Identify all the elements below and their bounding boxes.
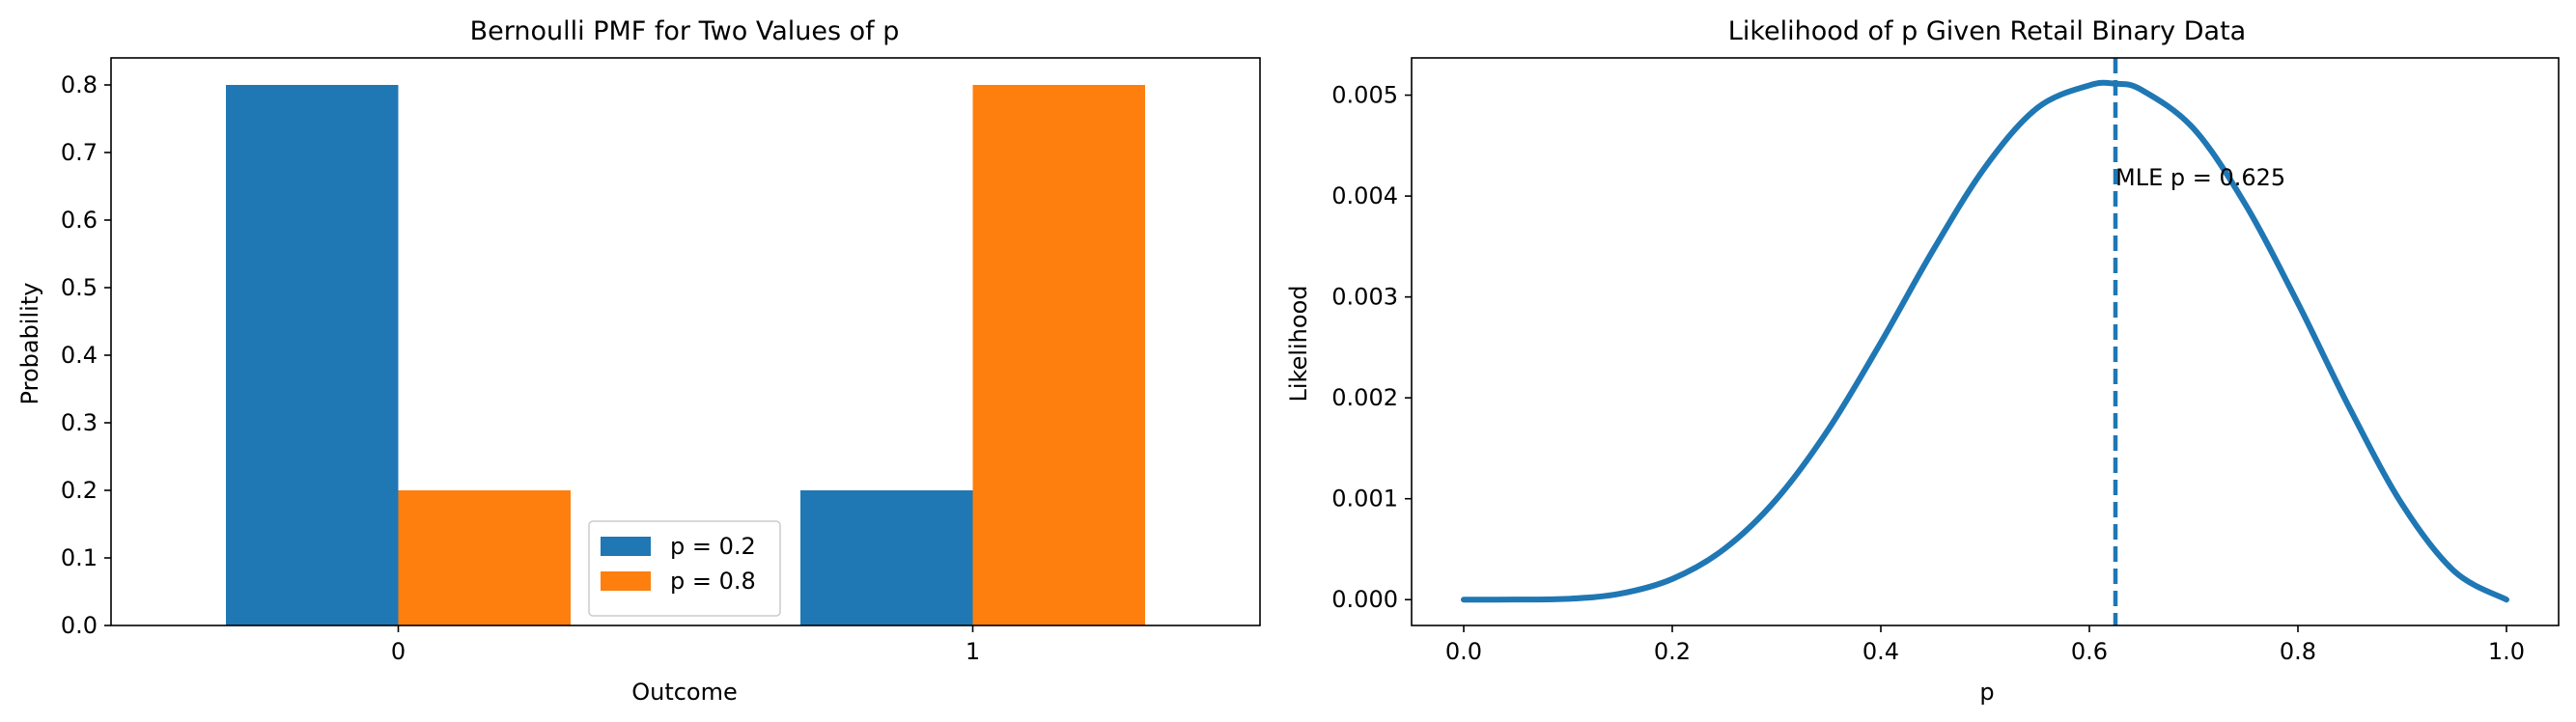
y-tick-label: 0.8 — [61, 71, 98, 98]
axes: 0.000 0.001 0.002 0.003 0.004 0.005 0.0 0.2 0.4 0… — [1331, 57, 2560, 665]
bar — [398, 490, 571, 625]
likelihood-line — [1461, 79, 2509, 603]
y-axis-label: Probability — [16, 283, 43, 405]
x-axis-label: Outcome — [631, 679, 738, 706]
bar — [226, 85, 399, 625]
y-tick-label: 0.6 — [61, 207, 98, 234]
bar — [800, 490, 973, 625]
chart-title: Likelihood of p Given Retail Binary Data — [1728, 16, 2246, 46]
legend-swatch — [601, 537, 651, 556]
x-tick-label: 0.6 — [2071, 638, 2108, 665]
x-tick-label: 1 — [966, 638, 980, 665]
legend: p = 0.2 p = 0.8 — [588, 520, 781, 617]
y-tick-label: 0.3 — [61, 409, 98, 436]
x-tick-label: 0 — [391, 638, 406, 665]
y-tick-label: 0.000 — [1331, 586, 1398, 613]
x-tick-label: 0.0 — [1445, 638, 1482, 665]
x-tick-label: 0.8 — [2280, 638, 2316, 665]
y-tick-label: 0.001 — [1331, 486, 1398, 513]
chart-title: Bernoulli PMF for Two Values of p — [470, 16, 900, 46]
x-axis-label: p — [1979, 679, 1994, 706]
y-tick-label: 0.2 — [61, 477, 98, 504]
y-tick-label: 0.005 — [1331, 82, 1398, 109]
y-tick-label: 0.004 — [1331, 182, 1398, 209]
y-axis-label: Likelihood — [1285, 286, 1312, 403]
x-tick-label: 0.2 — [1654, 638, 1691, 665]
legend-swatch — [601, 571, 651, 591]
plot-area: MLE p = 0.625 — [1461, 58, 2509, 625]
axes-frame — [110, 57, 1261, 626]
x-tick-label: 0.4 — [1862, 638, 1899, 665]
y-tick-label: 0.0 — [61, 612, 98, 639]
axes: 0.0 0.1 0.2 0.3 0.4 0.5 0.6 0.7 0.8 0 1 — [61, 57, 1261, 665]
axes-frame — [1411, 57, 2560, 626]
bernoulli-pmf-chart: Bernoulli PMF for Two Values of p Outcom… — [16, 16, 1261, 706]
bars — [226, 85, 1145, 625]
y-tick-label: 0.7 — [61, 139, 98, 166]
y-tick-label: 0.003 — [1331, 284, 1398, 311]
legend-label: p = 0.2 — [670, 533, 756, 560]
y-tick-label: 0.5 — [61, 274, 98, 301]
x-tick-label: 1.0 — [2488, 638, 2525, 665]
mle-annotation: MLE p = 0.625 — [2115, 164, 2285, 191]
y-tick-label: 0.002 — [1331, 384, 1398, 411]
legend-label: p = 0.8 — [670, 568, 756, 595]
y-tick-label: 0.4 — [61, 342, 98, 369]
y-tick-label: 0.1 — [61, 544, 98, 571]
bar — [972, 85, 1145, 625]
likelihood-chart: Likelihood of p Given Retail Binary Data… — [1285, 16, 2560, 706]
